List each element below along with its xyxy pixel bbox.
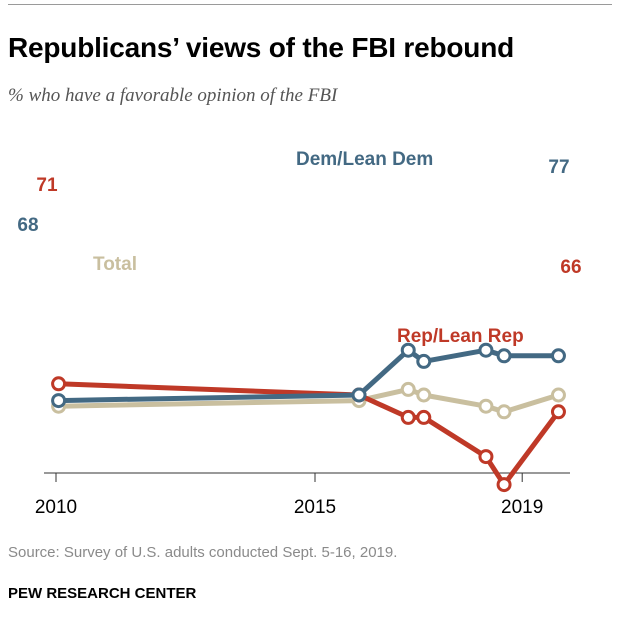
- data-point-rep-lean-rep: [51, 376, 67, 392]
- data-point-dem-lean-dem: [550, 348, 566, 364]
- chart-labels: Dem/Lean Dem 77 68 71 66 Rep/Lean Rep Total: [17, 149, 581, 347]
- data-point-total: [496, 404, 512, 420]
- data-point-total: [416, 387, 432, 403]
- data-point-rep-lean-rep: [478, 449, 494, 465]
- brand-logo-text: PEW RESEARCH CENTER: [8, 585, 197, 602]
- data-point-total: [400, 381, 416, 397]
- data-label-dem-end: 77: [548, 157, 569, 178]
- data-point-dem-lean-dem: [400, 342, 416, 358]
- data-label-dem-start: 68: [17, 215, 38, 236]
- data-label-rep-start: 71: [36, 175, 58, 196]
- data-point-total: [550, 387, 566, 403]
- x-axis: 2010 2015 2019: [35, 472, 570, 518]
- data-point-rep-lean-rep: [496, 477, 512, 493]
- data-point-dem-lean-dem: [351, 387, 367, 403]
- series-label-total: Total: [93, 254, 137, 275]
- x-tick-label: 2010: [35, 497, 77, 518]
- series-label-rep: Rep/Lean Rep: [397, 326, 524, 347]
- data-label-rep-end: 66: [560, 257, 581, 278]
- data-point-rep-lean-rep: [400, 409, 416, 425]
- x-tick-label: 2015: [294, 497, 336, 518]
- data-point-dem-lean-dem: [416, 353, 432, 369]
- data-point-dem-lean-dem: [51, 393, 67, 409]
- data-point-dem-lean-dem: [496, 348, 512, 364]
- series-label-dem: Dem/Lean Dem: [296, 149, 433, 170]
- chart-title: Republicans’ views of the FBI rebound: [8, 32, 515, 63]
- data-point-rep-lean-rep: [416, 409, 432, 425]
- series-lines: [51, 342, 566, 493]
- chart-subtitle: % who have a favorable opinion of the FB…: [8, 85, 338, 106]
- x-tick-label: 2019: [501, 497, 543, 518]
- source-note: Source: Survey of U.S. adults conducted …: [8, 544, 398, 561]
- data-point-rep-lean-rep: [550, 404, 566, 420]
- data-point-dem-lean-dem: [478, 342, 494, 358]
- top-rule: [8, 4, 612, 5]
- data-point-total: [478, 398, 494, 414]
